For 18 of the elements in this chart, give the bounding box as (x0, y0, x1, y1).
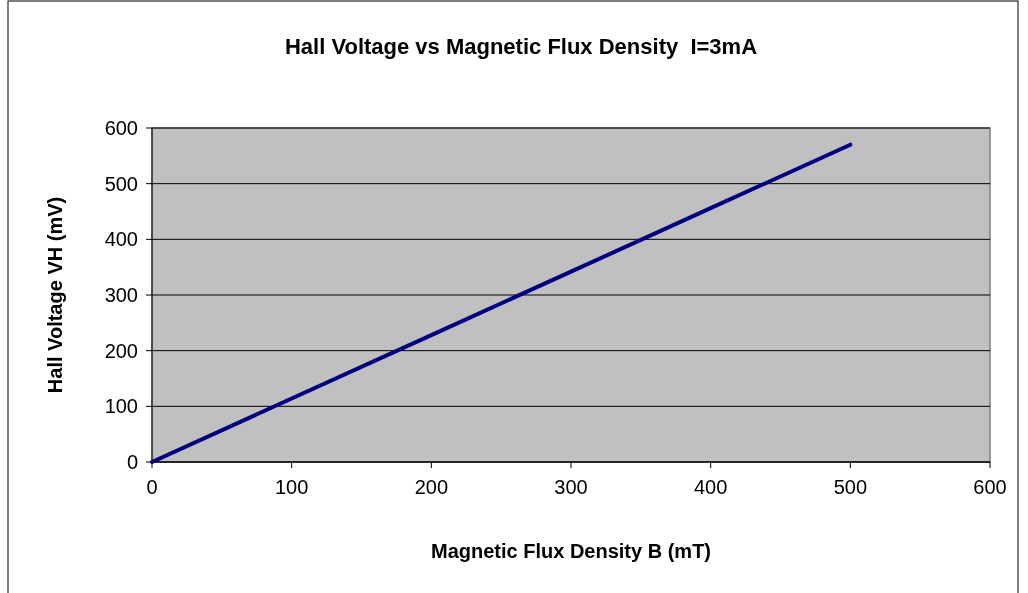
y-tick-label: 500 (104, 172, 138, 195)
x-tick-label: 400 (693, 476, 728, 498)
y-tick-label: 300 (104, 284, 138, 306)
y-tick-label: 600 (104, 117, 138, 139)
y-tick-label: 100 (104, 395, 138, 418)
y-axis-title: Hall Voltage VH (mV) (44, 196, 66, 394)
x-axis-title: Magnetic Flux Density B (mT) (430, 540, 712, 562)
x-tick-label: 300 (554, 476, 588, 498)
x-tick-label: 500 (833, 476, 868, 498)
y-tick-label: 400 (104, 228, 138, 251)
x-tick-label: 0 (146, 476, 158, 498)
chart-title: Hall Voltage vs Magnetic Flux Density I=3mA (284, 34, 758, 59)
y-tick-label: 200 (104, 339, 138, 362)
x-tick-label: 600 (973, 476, 1007, 498)
x-tick-label: 200 (414, 476, 449, 498)
line-series (150, 142, 853, 464)
y-tick-label: 0 (126, 451, 138, 473)
x-tick-label: 100 (274, 476, 309, 498)
